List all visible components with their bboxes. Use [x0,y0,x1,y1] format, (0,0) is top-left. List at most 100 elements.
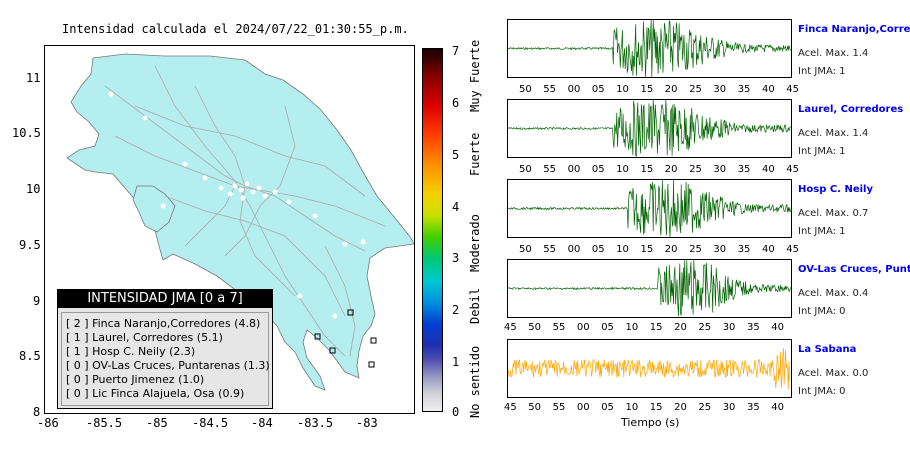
time-tick-label: 45 [786,164,800,175]
time-tick-label: 25 [698,402,712,413]
time-tick-label: 40 [762,244,775,255]
time-tick-label: 55 [543,84,557,95]
x-tick-label: -83.5 [297,416,334,430]
time-tick-label: 10 [616,164,629,175]
colorbar-number: 6 [452,96,460,110]
x-tick-label: -84 [251,416,273,430]
time-tick-label: 20 [664,244,678,255]
time-tick-label: 10 [616,244,629,255]
station-name[interactable]: Hosp C. Neily [798,184,873,195]
station-name[interactable]: Finca Naranjo,Corredores [798,24,910,35]
time-tick-label: 00 [576,402,590,413]
station-name[interactable]: OV-Las Cruces, Puntar [798,264,910,275]
colorbar-number: 5 [452,148,460,162]
station-name[interactable]: La Sabana [798,344,857,355]
time-tick-label: 05 [601,322,614,333]
time-axis-label: Tiempo (s) [621,416,680,429]
time-tick-label: 00 [567,164,581,175]
max-acceleration: Acel. Max. 0.4 [798,288,869,299]
y-tick-label: 10.5 [12,126,41,140]
time-tick-label: 05 [601,402,614,413]
jma-intensity: Int JMA: 1 [798,66,846,77]
jma-intensity: Int JMA: 1 [798,146,846,157]
time-tick-label: 00 [567,244,581,255]
seismogram-trace[interactable] [507,19,792,78]
waveform-line [508,348,791,390]
colorbar-word: Fuerte [468,132,482,176]
time-tick-label: 45 [786,84,800,95]
time-tick-label: 05 [591,244,605,255]
max-acceleration: Acel. Max. 0.7 [798,208,869,219]
colorbar-word: Debil [468,287,482,324]
station-dots [108,91,366,319]
legend-item: [ 2 ] Finca Naranjo,Corredores (4.8) [66,317,261,330]
time-tick-label: 10 [625,402,639,413]
time-tick-label: 30 [722,402,736,413]
legend-list: [ 2 ] Finca Naranjo,Corredores (4.8) [ 1… [61,312,270,406]
time-tick-label: 50 [528,322,542,333]
colorbar-number: 4 [452,200,460,214]
waveform-line [508,100,791,157]
time-tick-label: 00 [567,84,581,95]
intensity-legend: INTENSIDAD JMA [0 a 7] [ 2 ] Finca Naran… [57,289,273,409]
legend-item: [ 0 ] OV-Las Cruces, Puntarenas (1.3) [66,359,270,372]
time-tick-label: 50 [528,402,542,413]
waveform-plot [508,20,791,77]
y-tick-label: 11 [26,71,41,85]
waveform-line [508,180,791,237]
legend-item: [ 1 ] Laurel, Corredores (5.1) [66,331,223,344]
costa-rica-map [66,53,414,391]
colorbar-number: 3 [452,251,460,265]
time-tick-label: 35 [747,402,760,413]
time-tick-label: 15 [649,402,663,413]
time-tick-label: 05 [591,164,605,175]
time-tick-label: 45 [786,244,800,255]
x-tick-label: -83 [356,416,378,430]
colorbar-word: Muy Fuerte [468,39,482,112]
time-tick-label: 40 [762,84,775,95]
time-tick-label: 55 [552,322,566,333]
time-tick-label: 25 [689,164,702,175]
road-network [104,65,386,357]
time-tick-label: 20 [664,84,678,95]
time-tick-label: 15 [640,84,654,95]
waveform-plot [508,260,791,317]
waveform-plot [508,348,791,390]
colorbar-word: No sentido [468,345,482,418]
seismogram-trace[interactable] [507,179,792,238]
time-tick-label: 20 [674,402,687,413]
legend-item: [ 1 ] Hosp C. Neily (2.3) [66,345,196,358]
seismogram-trace[interactable] [507,259,792,318]
map-title: Intensidad calculada el 2024/07/22_01:30… [62,22,409,36]
max-acceleration: Acel. Max. 1.4 [798,128,869,139]
seismogram-trace[interactable] [507,339,792,398]
colorbar-number: 0 [452,405,460,419]
legend-item: [ 0 ] Puerto Jimenez (1.0) [66,373,205,386]
y-tick-label: 10 [26,182,41,196]
x-tick-label: -85 [146,416,168,430]
colorbar-word: Moderado [468,214,482,272]
time-tick-label: 40 [762,164,775,175]
time-tick-label: 55 [552,402,566,413]
nicoya-peninsula [132,185,176,233]
time-tick-label: 30 [713,164,727,175]
waveform-line [508,260,791,317]
seismogram-trace[interactable] [507,99,792,158]
time-tick-label: 55 [543,244,557,255]
x-tick-label: -86 [37,416,59,430]
colorbar-number: 7 [452,44,460,58]
time-tick-label: 30 [713,244,727,255]
x-tick-label: -84.5 [192,416,229,430]
time-tick-label: 25 [698,322,712,333]
time-tick-label: 30 [722,322,736,333]
time-tick-label: 15 [640,244,654,255]
station-name[interactable]: Laurel, Corredores [798,104,904,115]
time-tick-label: 45 [504,322,517,333]
time-tick-label: 25 [689,244,702,255]
time-tick-label: 35 [737,164,751,175]
colorbar-number: 1 [452,355,460,369]
time-tick-label: 15 [640,164,654,175]
jma-intensity: Int JMA: 0 [798,386,846,397]
station-markers [314,309,377,368]
time-tick-label: 25 [689,84,702,95]
